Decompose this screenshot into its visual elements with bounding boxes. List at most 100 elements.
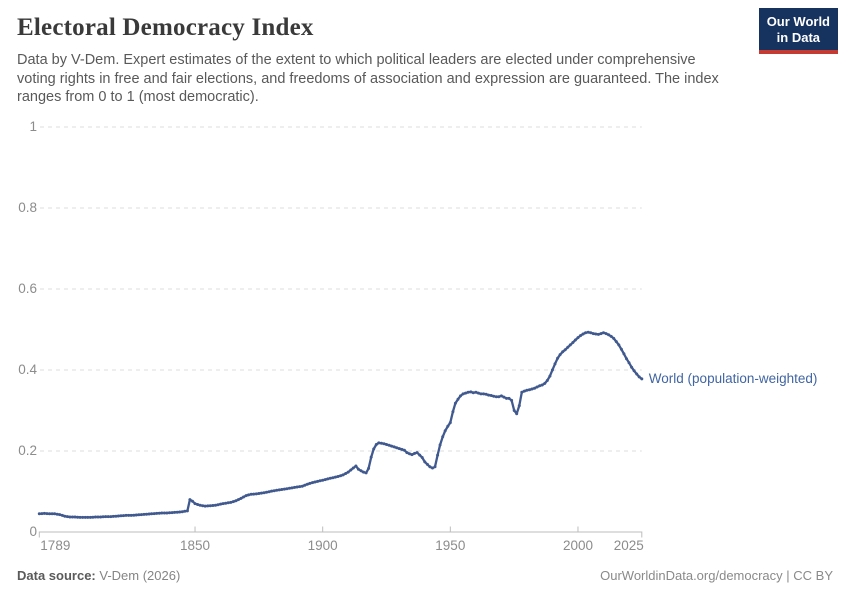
series-point-1957 (466, 390, 470, 394)
series-point-1806 (81, 515, 85, 519)
series-point-1867 (236, 498, 240, 502)
series-point-1800 (65, 515, 69, 519)
series-point-1855 (206, 504, 210, 508)
series-point-1976 (515, 412, 519, 416)
series-point-1852 (198, 503, 202, 507)
series-point-1918 (367, 466, 371, 470)
series-point-2025 (640, 377, 644, 381)
series-point-1983 (533, 386, 537, 390)
series-point-1871 (247, 493, 251, 497)
series-point-1804 (76, 515, 80, 519)
series-point-1799 (63, 514, 67, 518)
series-point-1847 (185, 509, 189, 513)
series-point-2003 (584, 331, 588, 335)
series-point-1924 (382, 442, 386, 446)
series-point-1865 (231, 500, 235, 504)
series-point-1987 (543, 381, 547, 385)
series-point-1840 (168, 511, 171, 515)
series-point-1815 (104, 515, 108, 519)
series-point-1952 (453, 401, 457, 405)
series-point-2022 (632, 369, 636, 373)
owid-logo[interactable]: Our World in Data (758, 8, 838, 54)
series-point-1796 (55, 512, 59, 516)
series-point-1931 (400, 447, 404, 451)
series-point-1945 (436, 453, 440, 457)
series-point-2018 (622, 352, 626, 356)
series-point-1880 (270, 489, 274, 493)
series-point-1881 (272, 489, 276, 493)
license-link[interactable]: OurWorldinData.org/democracy | CC BY (600, 568, 833, 583)
series-point-1953 (456, 397, 460, 401)
series-point-1890 (295, 485, 299, 489)
series-point-2008 (596, 332, 600, 336)
series-point-1896 (311, 481, 314, 485)
series-point-1861 (221, 502, 225, 506)
y-tick-label-0.2: 0.2 (18, 443, 37, 458)
series-point-1947 (441, 435, 445, 439)
series-point-1956 (464, 391, 468, 395)
series-point-1965 (487, 393, 491, 397)
data-source: Data source: V-Dem (2026) (17, 568, 180, 583)
series-point-1972 (505, 396, 508, 400)
series-point-1888 (290, 486, 294, 490)
series-point-1802 (71, 515, 74, 519)
series-point-1916 (362, 470, 365, 474)
series-point-1849 (191, 499, 194, 503)
owid-logo-line-2: in Data (776, 30, 821, 45)
series-point-1805 (78, 515, 82, 519)
series-point-1969 (497, 395, 501, 399)
series-point-1923 (379, 441, 383, 445)
series-point-1795 (53, 512, 57, 516)
series-point-1942 (428, 465, 432, 469)
series-point-1866 (234, 499, 238, 503)
series-point-1842 (173, 510, 177, 514)
series-point-1992 (556, 356, 560, 360)
x-axis-line (38, 531, 643, 538)
series-point-1851 (196, 503, 200, 506)
series-point-1913 (354, 464, 358, 468)
series-point-2002 (581, 332, 585, 336)
series-point-1934 (408, 452, 411, 456)
series-point-1889 (293, 485, 297, 489)
series-point-1930 (397, 447, 401, 451)
series-point-1985 (538, 384, 542, 388)
series-point-1884 (280, 488, 284, 491)
series-point-1927 (390, 444, 394, 448)
x-tick-label-1900: 1900 (307, 538, 338, 553)
series-point-1936 (413, 451, 417, 455)
series-point-1982 (530, 387, 534, 391)
series-point-1932 (402, 448, 406, 452)
x-tick-label-1850: 1850 (179, 538, 211, 553)
series-point-1897 (313, 480, 317, 484)
series-point-1912 (351, 466, 355, 470)
series-point-1905 (333, 475, 337, 479)
series-point-1893 (303, 483, 307, 487)
series-point-1933 (405, 451, 409, 455)
series-point-1966 (489, 394, 493, 397)
series-point-1900 (321, 478, 325, 482)
series-point-1986 (540, 383, 544, 387)
series-point-2013 (609, 334, 613, 338)
series-point-1925 (385, 443, 388, 446)
series-point-1828 (137, 513, 141, 517)
series-point-1824 (127, 513, 131, 517)
series-point-1915 (359, 469, 363, 473)
series-point-1895 (308, 481, 312, 485)
series-point-1975 (512, 409, 516, 412)
series-point-2005 (589, 331, 593, 335)
series-point-1863 (226, 501, 230, 505)
series-point-1808 (86, 515, 90, 519)
series-point-1894 (305, 482, 309, 486)
series-point-1940 (423, 460, 427, 464)
series-point-1807 (83, 515, 87, 519)
series-point-1818 (111, 514, 115, 518)
series-point-1883 (277, 488, 281, 492)
series-point-1834 (152, 512, 156, 516)
series-point-1857 (211, 504, 215, 507)
series-point-1919 (369, 455, 373, 459)
series-point-2010 (602, 331, 605, 335)
series-point-1841 (170, 511, 174, 515)
series-point-1938 (418, 453, 422, 457)
series-point-2011 (604, 332, 608, 336)
